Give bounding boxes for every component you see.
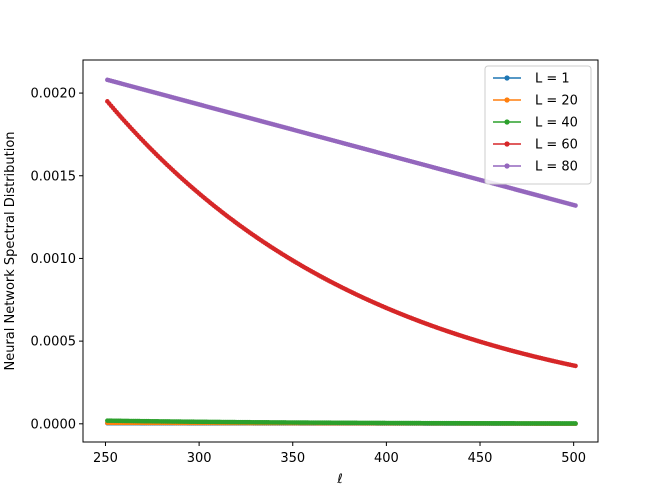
- legend-item: L = 1: [493, 72, 570, 87]
- plot-frame: [82, 59, 599, 443]
- data-point: [573, 363, 578, 369]
- series-l-40: [105, 418, 578, 426]
- x-tick-label: 450: [468, 451, 493, 466]
- legend-item: L = 40: [493, 116, 578, 131]
- legend-swatch-marker: [504, 75, 510, 81]
- x-axis: 250 300 350 400 450 500: [93, 442, 586, 466]
- data-point: [573, 421, 578, 426]
- legend-label: L = 1: [535, 72, 570, 87]
- x-tick-label: 300: [187, 451, 212, 466]
- legend-label: L = 40: [535, 116, 578, 131]
- legend-label: L = 60: [535, 138, 578, 153]
- y-tick-label: 0.0005: [31, 335, 77, 350]
- legend-label: L = 80: [535, 160, 578, 175]
- x-tick-label: 250: [93, 451, 118, 466]
- legend-item: L = 20: [493, 94, 578, 109]
- y-axis-label: Neural Network Spectral Distribution: [3, 131, 18, 370]
- series-l-80: [105, 77, 578, 208]
- x-tick-label: 500: [561, 451, 586, 466]
- legend-swatch-marker: [504, 163, 510, 169]
- legend-frame: [484, 65, 592, 185]
- legend-item: L = 60: [493, 138, 578, 153]
- legend-item: L = 80: [493, 160, 578, 175]
- data-point: [573, 203, 578, 208]
- legend: L = 1 L = 20 L = 40 L = 60 L = 80: [484, 65, 592, 185]
- legend-swatch-marker: [504, 119, 510, 125]
- y-tick-label: 0.0020: [31, 87, 77, 102]
- x-tick-label: 400: [374, 451, 399, 466]
- y-tick-label: 0.0010: [31, 252, 77, 267]
- y-axis: 0.0000 0.0005 0.0010 0.0015 0.0020: [31, 87, 83, 432]
- x-tick-label: 350: [280, 451, 305, 466]
- x-axis-label: ℓ: [336, 472, 342, 487]
- legend-swatch-marker: [504, 141, 510, 147]
- legend-label: L = 20: [535, 94, 578, 109]
- legend-swatch-marker: [504, 97, 510, 103]
- series-layer: [105, 77, 578, 427]
- series-l-60: [105, 99, 578, 369]
- y-tick-label: 0.0015: [31, 169, 77, 184]
- y-tick-label: 0.0000: [31, 417, 77, 432]
